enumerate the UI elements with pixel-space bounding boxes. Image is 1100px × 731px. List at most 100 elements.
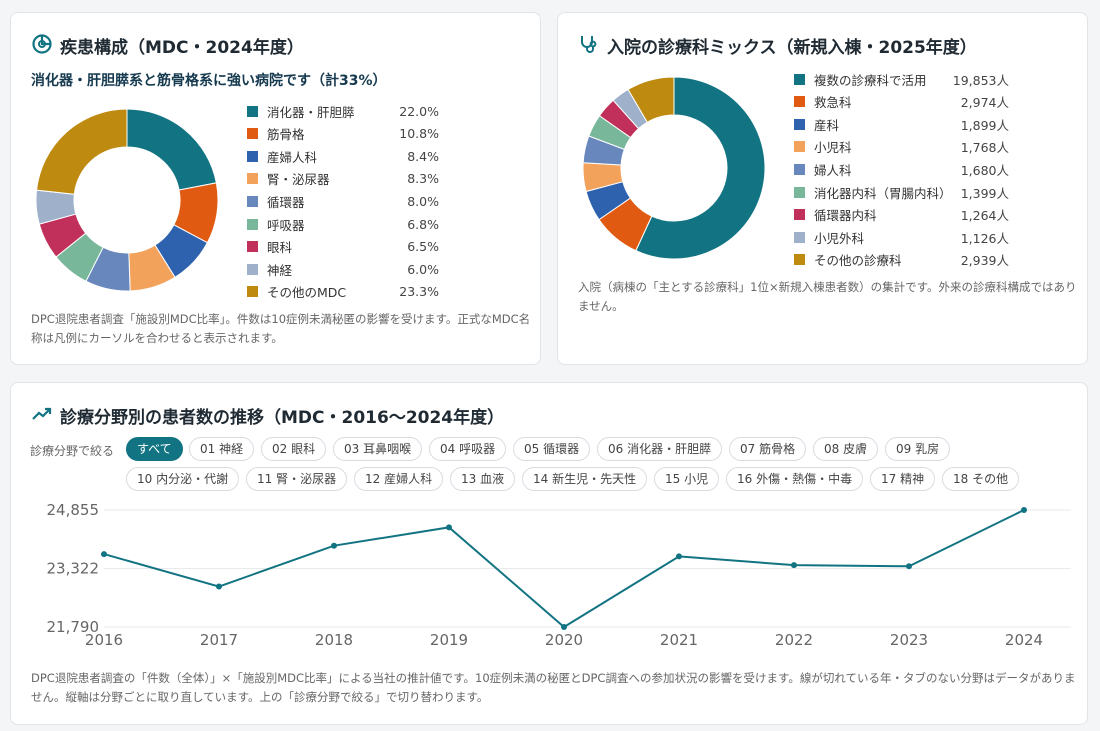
legend-item[interactable]: 呼吸器 6.8%: [247, 213, 439, 235]
x-tick-label: 2020: [545, 631, 583, 646]
trend-note: DPC退院患者調査の「件数（全体）」×「施設別MDC比率」による当社の推計値です…: [31, 671, 1076, 704]
donut-slice[interactable]: [627, 76, 675, 123]
legend-label: 筋骨格: [267, 127, 305, 143]
filter-chip[interactable]: 02 眼科: [261, 437, 327, 461]
legend-item[interactable]: 腎・泌尿器 8.3%: [247, 168, 439, 190]
filter-chip[interactable]: 10 内分泌・代謝: [126, 467, 240, 491]
legend-value: 8.3%: [407, 171, 439, 187]
legend-item[interactable]: 小児外科 1,126人: [794, 226, 1009, 248]
data-point[interactable]: [1021, 507, 1027, 513]
legend-value: 8.0%: [407, 193, 439, 209]
legend-item[interactable]: 眼科 6.5%: [247, 236, 439, 258]
legend-item[interactable]: 筋骨格 10.8%: [247, 123, 439, 145]
legend-item[interactable]: 婦人科 1,680人: [794, 158, 1009, 180]
x-tick-label: 2016: [85, 631, 123, 646]
filter-chip[interactable]: 03 耳鼻咽喉: [333, 437, 423, 461]
legend-label: 消化器内科（胃腸内科）: [814, 185, 943, 201]
filter-chip[interactable]: 06 消化器・肝胆膵: [597, 437, 723, 461]
legend-value: 1,899人: [960, 117, 1009, 133]
legend-label: 産科: [814, 117, 840, 133]
legend-item[interactable]: 循環器 8.0%: [247, 190, 439, 212]
filter-chip[interactable]: 01 神経: [189, 437, 255, 461]
legend-swatch: [247, 263, 258, 275]
x-tick-label: 2019: [430, 631, 468, 646]
legend-item[interactable]: 小児科 1,768人: [794, 136, 1009, 158]
data-point[interactable]: [331, 542, 337, 549]
filter-chip[interactable]: 05 循環器: [513, 437, 591, 461]
subheading: 消化器・肝胆膵系と筋骨格系に強い病院です（計33%）: [31, 73, 387, 89]
filter-chip[interactable]: 12 産婦人科: [354, 467, 444, 491]
filter-chip[interactable]: すべて: [126, 437, 183, 461]
department-mix-card: 入院の診療科ミックス（新規入棟・2025年度） 複数の診療科で活用 19,853人…: [557, 12, 1088, 365]
legend-swatch: [247, 105, 258, 117]
legend-label: 眼科: [267, 240, 293, 256]
legend-label: 循環器内科: [814, 208, 877, 224]
legend-item[interactable]: その他の診療科 2,939人: [794, 249, 1009, 271]
legend-swatch: [247, 173, 258, 185]
legend-label: 腎・泌尿器: [267, 172, 330, 188]
filter-chip[interactable]: 17 精神: [870, 467, 936, 491]
x-tick-label: 2024: [1005, 631, 1043, 646]
filter-chip[interactable]: 07 筋骨格: [729, 437, 807, 461]
legend-label: 婦人科: [814, 162, 852, 178]
filter-chip[interactable]: 18 その他: [942, 467, 1020, 491]
filter-chip[interactable]: 04 呼吸器: [429, 437, 507, 461]
data-point[interactable]: [561, 624, 567, 630]
y-tick-label: 23,322: [47, 560, 100, 578]
legend-label: その他の診療科: [814, 253, 902, 269]
legend-item[interactable]: その他のMDC 23.3%: [247, 281, 439, 303]
legend-label: 小児外科: [814, 230, 865, 246]
mdc-note: DPC退院患者調査「施設別MDC比率」。件数は10症例未満秘匿の影響を受けます。…: [31, 312, 531, 345]
trend-up-icon: [32, 407, 52, 420]
legend-label: 消化器・肝胆膵: [267, 104, 355, 120]
legend-item[interactable]: 神経 6.0%: [247, 258, 439, 280]
legend-value: 2,939人: [960, 253, 1009, 269]
filter-chip[interactable]: 08 皮膚: [813, 437, 879, 461]
data-point[interactable]: [101, 551, 107, 558]
data-point[interactable]: [446, 524, 452, 531]
legend-value: 6.5%: [407, 239, 439, 255]
x-tick-label: 2021: [660, 631, 698, 646]
legend-swatch: [794, 209, 805, 221]
data-point[interactable]: [676, 553, 682, 560]
filter-chip[interactable]: 09 乳房: [885, 437, 951, 461]
mdc-donut-chart: [35, 108, 219, 292]
legend-value: 23.3%: [399, 284, 439, 300]
data-point[interactable]: [906, 563, 912, 570]
legend-item[interactable]: 複数の診療科で活用 19,853人: [794, 68, 1009, 90]
legend-item[interactable]: 救急科 2,974人: [794, 91, 1009, 113]
data-point[interactable]: [791, 562, 797, 569]
donut-slice[interactable]: [35, 108, 128, 195]
card-title: 診療分野別の患者数の推移（MDC・2016〜2024年度）: [60, 408, 505, 428]
filter-chip[interactable]: 15 小児: [654, 467, 720, 491]
mdc-legend: 消化器・肝胆膵 22.0% 筋骨格 10.8% 産婦人科 8.4% 腎・泌尿器 8.3% 循環器…: [247, 100, 439, 300]
legend-item[interactable]: 産科 1,899人: [794, 113, 1009, 135]
legend-item[interactable]: 消化器・肝胆膵 22.0%: [247, 100, 439, 122]
legend-value: 1,126人: [960, 230, 1009, 246]
filter-chip[interactable]: 16 外傷・熱傷・中毒: [726, 467, 864, 491]
legend-swatch: [794, 96, 805, 108]
legend-swatch: [247, 218, 258, 230]
x-tick-label: 2018: [315, 631, 353, 646]
card-title: 疾患構成（MDC・2024年度）: [60, 38, 304, 58]
legend-item[interactable]: 産婦人科 8.4%: [247, 145, 439, 167]
trend-card: 診療分野別の患者数の推移（MDC・2016〜2024年度） 診療分野で絞る すべ…: [10, 382, 1088, 725]
legend-swatch: [794, 163, 805, 175]
legend-item[interactable]: 消化器内科（胃腸内科） 1,399人: [794, 181, 1009, 203]
pie-chart-icon: [32, 34, 52, 54]
donut-slice[interactable]: [126, 108, 217, 191]
filter-chip[interactable]: 13 血液: [450, 467, 516, 491]
donut-slice[interactable]: [635, 76, 766, 260]
legend-swatch: [794, 254, 805, 266]
legend-value: 10.8%: [399, 126, 439, 142]
filter-chip[interactable]: 14 新生児・先天性: [522, 467, 648, 491]
filter-chip[interactable]: 11 腎・泌尿器: [246, 467, 348, 491]
legend-swatch: [247, 286, 258, 298]
legend-label: 呼吸器: [267, 217, 305, 233]
legend-swatch: [247, 241, 258, 253]
legend-item[interactable]: 循環器内科 1,264人: [794, 204, 1009, 226]
legend-value: 1,399人: [960, 185, 1009, 201]
data-point[interactable]: [216, 583, 222, 590]
legend-label: 神経: [267, 262, 293, 278]
